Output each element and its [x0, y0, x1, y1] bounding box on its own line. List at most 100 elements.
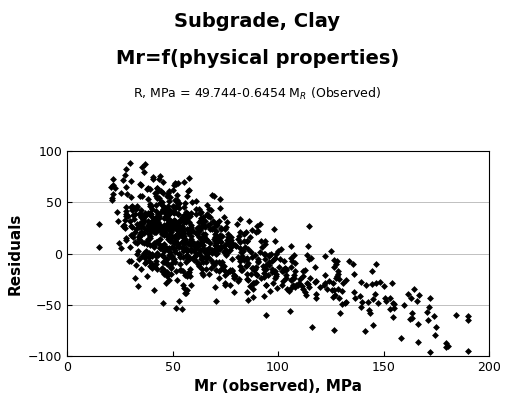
Point: [224, 234, 232, 240]
Point: [273, 285, 281, 291]
Point: [193, 243, 201, 250]
Point: [175, 204, 183, 211]
Point: [186, 242, 195, 248]
Point: [413, 298, 421, 304]
Point: [137, 207, 145, 213]
Point: [350, 271, 358, 278]
Point: [212, 221, 220, 227]
Point: [205, 271, 213, 278]
Point: [295, 282, 303, 288]
Point: [167, 265, 176, 272]
Point: [306, 274, 315, 281]
Point: [138, 239, 146, 245]
Point: [139, 215, 147, 221]
Point: [256, 275, 265, 281]
Point: [260, 270, 268, 277]
Point: [165, 252, 173, 258]
Point: [176, 267, 184, 274]
Point: [231, 272, 239, 279]
Point: [166, 249, 174, 256]
Point: [239, 248, 248, 254]
Point: [158, 199, 166, 205]
Point: [212, 221, 220, 228]
Point: [236, 238, 245, 245]
Point: [162, 213, 170, 219]
Point: [124, 213, 132, 219]
Point: [183, 248, 192, 254]
Point: [190, 256, 198, 263]
Point: [137, 211, 145, 218]
Point: [163, 261, 171, 267]
Point: [150, 229, 159, 235]
Point: [372, 261, 380, 267]
Point: [141, 213, 149, 219]
Point: [179, 219, 187, 225]
Point: [154, 211, 162, 217]
Point: [179, 245, 187, 251]
Point: [243, 262, 251, 268]
Point: [163, 221, 171, 227]
Point: [275, 264, 283, 270]
Point: [192, 258, 200, 264]
Point: [146, 209, 154, 216]
Point: [338, 301, 346, 307]
Point: [176, 218, 184, 224]
Point: [127, 224, 135, 230]
Point: [267, 250, 276, 257]
Point: [175, 227, 183, 233]
Point: [222, 240, 231, 247]
Point: [135, 220, 144, 227]
Point: [197, 217, 205, 224]
Point: [249, 285, 258, 292]
Point: [205, 205, 213, 212]
Point: [165, 207, 173, 213]
Point: [165, 198, 174, 204]
Point: [201, 258, 210, 265]
Point: [366, 310, 374, 316]
Point: [356, 293, 365, 299]
Point: [281, 264, 289, 271]
Point: [196, 247, 204, 253]
Point: [207, 207, 215, 213]
Point: [144, 210, 152, 217]
Point: [179, 213, 187, 220]
Point: [227, 282, 235, 288]
Point: [305, 284, 313, 290]
Point: [133, 240, 141, 246]
Point: [181, 237, 189, 243]
Point: [215, 268, 224, 274]
Point: [213, 243, 221, 249]
Point: [241, 244, 249, 250]
Point: [151, 190, 159, 197]
Point: [173, 203, 181, 209]
Point: [265, 259, 273, 265]
Point: [159, 300, 167, 307]
Point: [165, 245, 174, 252]
Point: [202, 254, 211, 261]
Point: [167, 222, 175, 229]
Point: [287, 264, 295, 271]
Point: [221, 279, 230, 286]
Point: [381, 295, 389, 301]
Point: [156, 245, 164, 251]
Point: [160, 227, 168, 233]
Point: [163, 220, 171, 227]
Point: [290, 274, 299, 281]
Point: [156, 200, 164, 206]
Point: [212, 239, 220, 246]
Point: [194, 241, 202, 247]
Point: [215, 258, 224, 265]
Point: [178, 213, 186, 220]
Point: [230, 274, 238, 281]
Point: [340, 300, 349, 306]
Point: [226, 247, 234, 253]
Point: [135, 256, 143, 262]
Point: [150, 263, 158, 269]
Point: [207, 257, 215, 263]
Point: [200, 233, 208, 239]
Point: [169, 240, 178, 246]
Point: [150, 229, 159, 236]
Point: [192, 211, 200, 217]
Point: [192, 252, 200, 259]
Point: [202, 254, 211, 261]
